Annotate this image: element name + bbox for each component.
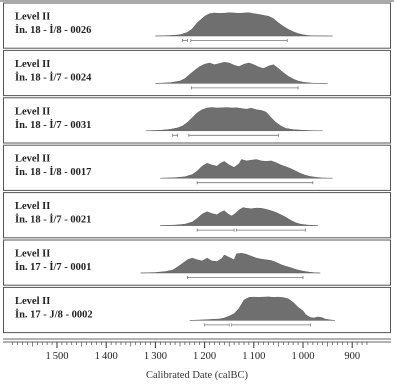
probability-distribution [155, 62, 328, 84]
x-axis-title: Calibrated Date (calBC) [146, 370, 249, 381]
panel-label-level: Level II [15, 249, 50, 260]
tick-label: 1 100 [242, 351, 265, 362]
tick-label: 1 300 [144, 351, 167, 362]
panel-3: Level II İn. 18 - İ/7 - 0031 [3, 97, 391, 144]
panel-label-level: Level II [15, 59, 50, 70]
probability-distribution [160, 159, 333, 179]
x-axis: 1 500 1 400 1 300 1 200 1 100 1 000 900 [3, 338, 391, 362]
probability-distribution [140, 253, 321, 274]
probability-distribution [155, 12, 333, 37]
panel-label-level: Level II [15, 12, 50, 23]
tick-label: 1 400 [95, 351, 118, 362]
panel-label-sample: İn. 18 - İ/7 - 0021 [15, 214, 91, 226]
probability-distribution [145, 107, 323, 132]
panel-label-level: Level II [15, 154, 50, 165]
tick-label: 1 000 [291, 351, 314, 362]
panel-label-sample: İn. 18 - İ/8 - 0026 [15, 24, 91, 36]
panel-label-level: Level II [15, 201, 50, 212]
panel-label-sample: İn. 17 - J/8 - 0002 [15, 308, 93, 320]
panel-label-level: Level II [15, 296, 50, 307]
panel-5: Level II İn. 18 - İ/7 - 0021 [3, 192, 391, 239]
tick-label: 1 500 [45, 351, 68, 362]
panel-label-sample: İn. 18 - İ/7 - 0024 [15, 71, 92, 83]
tick-label: 900 [344, 351, 360, 362]
probability-distribution [160, 207, 318, 226]
panel-frame [3, 286, 391, 334]
tick-label: 1 200 [193, 351, 216, 362]
panel-label-sample: İn. 17 - İ/7 - 0001 [15, 261, 91, 273]
panel-label-level: Level II [15, 106, 50, 117]
panel-label-sample: İn. 18 - İ/7 - 0031 [15, 119, 91, 131]
panel-label-sample: İn. 18 - İ/8 - 0017 [15, 166, 91, 178]
probability-distribution [189, 296, 336, 321]
